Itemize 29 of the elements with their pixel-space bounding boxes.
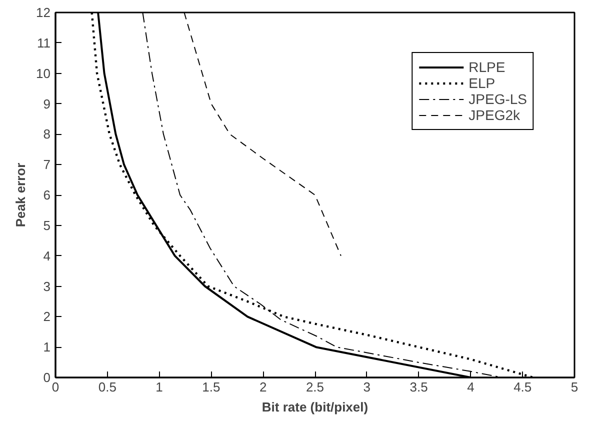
x-tick-label: 1.5 [202, 380, 220, 394]
y-tick-label: 9 [43, 96, 51, 112]
y-tick-label: 10 [36, 66, 51, 81]
x-tick-label: 4.5 [514, 380, 532, 394]
x-tick-label: 5 [570, 380, 578, 394]
y-tick-label: 5 [43, 218, 51, 233]
x-tick-label: 3.5 [410, 380, 428, 394]
legend-label: JPEG2k [468, 107, 520, 123]
x-axis-title: Bit rate (bit/pixel) [262, 400, 368, 414]
x-tick-label: 0.5 [98, 380, 116, 394]
y-tick-label: 7 [43, 157, 51, 172]
x-tick-label: 2.5 [306, 380, 324, 394]
y-tick-label: 3 [43, 278, 51, 294]
legend-label: JPEG-LS [468, 91, 527, 107]
y-tick-label: 11 [37, 35, 51, 50]
x-tick-label: 4 [467, 380, 474, 394]
y-axis-title: Peak error [13, 162, 28, 228]
y-tick-label: 2 [43, 309, 51, 324]
y-tick-label: 8 [43, 126, 51, 142]
y-tick-label: 1 [43, 340, 51, 355]
x-tick-label: 3 [363, 380, 371, 394]
legend-label: RLPE [468, 59, 506, 75]
x-tick-label: 2 [259, 380, 267, 394]
y-tick-label: 12 [36, 5, 51, 20]
y-tick-label: 0 [43, 370, 51, 385]
x-tick-label: 1 [156, 380, 163, 394]
legend-label: ELP [468, 75, 496, 91]
y-tick-label: 4 [43, 248, 51, 264]
y-tick-label: 6 [43, 188, 51, 202]
